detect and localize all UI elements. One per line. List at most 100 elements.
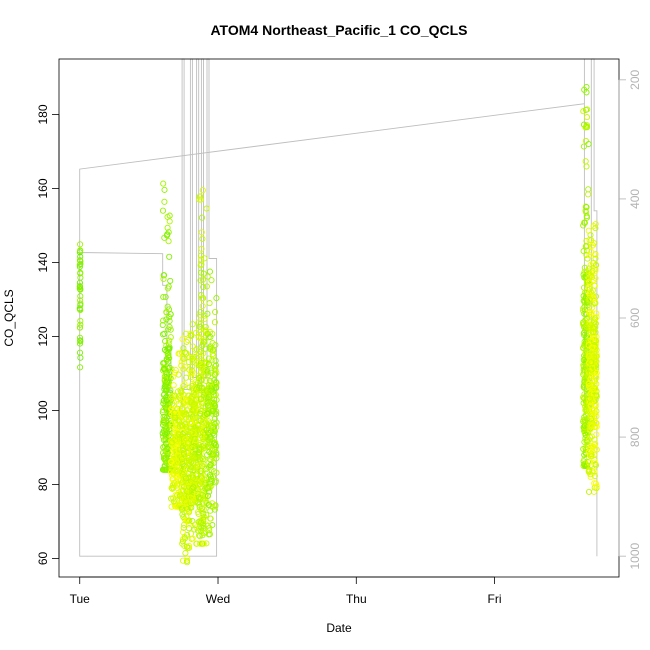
data-point — [587, 333, 594, 340]
data-point — [588, 373, 595, 380]
data-point — [165, 326, 172, 333]
data-point — [195, 494, 202, 501]
data-point — [209, 385, 216, 392]
data-point — [204, 443, 211, 450]
data-point — [201, 475, 208, 482]
data-point — [586, 309, 593, 316]
data-point — [198, 229, 205, 236]
data-point — [166, 218, 173, 225]
data-point — [166, 253, 173, 260]
data-point — [593, 388, 600, 395]
data-point — [592, 315, 599, 322]
data-point — [213, 295, 220, 302]
data-point — [160, 452, 168, 459]
data-point — [198, 528, 205, 535]
data-point — [206, 377, 214, 384]
data-point — [591, 406, 598, 414]
data-point — [191, 402, 198, 410]
data-point — [199, 276, 206, 283]
data-point — [202, 377, 209, 384]
y-tick-label: 160 — [36, 178, 50, 198]
data-point — [189, 535, 196, 542]
data-point — [585, 227, 592, 234]
data-point — [197, 467, 204, 475]
data-point — [581, 264, 588, 271]
data-point — [197, 410, 204, 417]
data-point — [580, 143, 587, 150]
data-point — [160, 317, 167, 324]
data-point — [181, 521, 188, 528]
data-point — [207, 473, 214, 480]
data-point — [163, 385, 170, 392]
data-point — [213, 419, 220, 426]
data-point — [586, 395, 593, 402]
data-point — [181, 450, 188, 457]
data-point — [210, 352, 217, 359]
data-point — [172, 369, 179, 377]
data-point — [180, 345, 187, 352]
y-tick-label: 180 — [36, 104, 50, 124]
data-point — [185, 521, 192, 528]
data-point — [206, 501, 213, 509]
data-point — [587, 434, 594, 441]
data-point — [168, 421, 176, 428]
data-point — [593, 431, 600, 438]
data-point — [179, 506, 186, 513]
data-point — [206, 484, 213, 492]
data-point — [189, 355, 196, 362]
data-point — [166, 355, 173, 362]
data-point — [179, 410, 186, 417]
data-point — [200, 270, 207, 277]
data-point — [77, 247, 84, 254]
data-point — [207, 507, 214, 514]
x-axis: Tue Wed Thu Fri — [70, 576, 502, 606]
data-point — [589, 422, 596, 430]
data-point — [175, 350, 182, 357]
data-point — [163, 427, 170, 434]
data-point — [593, 483, 600, 490]
data-point — [192, 347, 199, 354]
data-point — [206, 300, 213, 307]
data-point — [164, 303, 171, 310]
data-point — [201, 367, 208, 375]
data-point — [179, 489, 186, 496]
plot-frame — [58, 58, 620, 578]
data-point — [166, 337, 173, 344]
data-point — [160, 391, 167, 399]
data-point — [592, 251, 599, 258]
data-point — [590, 328, 597, 336]
data-point — [211, 431, 218, 438]
y-right-tick-label: 400 — [628, 189, 642, 209]
data-point — [195, 390, 202, 398]
data-point — [184, 488, 191, 495]
data-point — [76, 334, 84, 341]
data-point — [168, 394, 175, 401]
data-point — [189, 321, 196, 328]
data-point — [588, 336, 595, 344]
data-point — [209, 407, 216, 415]
data-point — [585, 140, 592, 148]
data-point — [208, 382, 215, 390]
data-point — [175, 371, 182, 378]
data-point — [172, 492, 179, 499]
data-point — [206, 472, 213, 479]
data-point — [200, 540, 207, 547]
data-point — [161, 359, 168, 366]
data-point — [589, 386, 596, 393]
data-point — [160, 397, 167, 404]
data-point — [586, 296, 593, 303]
data-point — [180, 446, 187, 453]
data-point — [165, 283, 172, 290]
data-point — [588, 309, 595, 316]
data-point — [171, 392, 178, 399]
data-point — [76, 340, 84, 347]
data-point — [588, 415, 595, 422]
data-point — [592, 480, 599, 487]
data-point — [180, 505, 187, 512]
data-point — [201, 444, 208, 451]
data-point — [207, 462, 214, 469]
data-point — [204, 368, 211, 375]
data-point — [588, 402, 595, 409]
data-point — [207, 344, 214, 351]
data-point — [198, 433, 205, 440]
